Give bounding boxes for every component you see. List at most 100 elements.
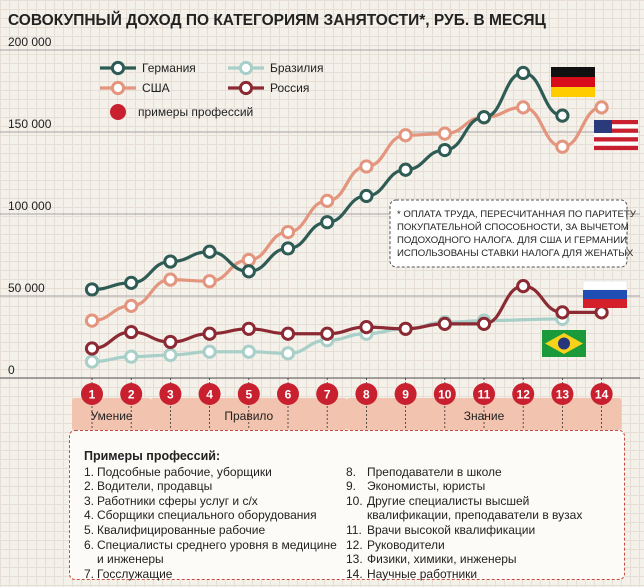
example-number: 2. <box>84 479 95 494</box>
data-point <box>398 321 413 336</box>
y-tick-label: 200 000 <box>8 35 52 49</box>
legend: Германия Бразилия США Россия примеры професс… <box>100 60 324 120</box>
category-marker <box>159 383 182 405</box>
flag-russia-stripe <box>583 299 627 308</box>
data-point <box>124 324 139 340</box>
example-text: Научные работники <box>367 566 478 581</box>
data-point <box>359 159 374 174</box>
category-number: 4 <box>206 388 213 402</box>
example-number: 10. <box>346 493 363 508</box>
example-item: 3. Работники сферы услуг и с/х <box>84 494 346 509</box>
category-number: 12 <box>517 388 531 402</box>
flag-usa-stripe <box>594 145 638 151</box>
category-marker <box>512 383 535 405</box>
y-axis: 0 50 000 100 000 150 000 200 000 <box>0 35 640 379</box>
example-number: 9. <box>346 479 357 494</box>
legend-label: Германия <box>142 61 196 75</box>
data-point <box>437 316 452 331</box>
flag-germany-stripe <box>551 67 595 77</box>
example-number: 11. <box>346 522 362 537</box>
footnote-line: ПОДОХОДНОГО НАЛОГА. ДЛЯ США И ГЕРМАНИИ <box>397 235 627 246</box>
category-marker <box>316 383 339 405</box>
example-item: 2. Водители, продавцы <box>84 479 346 494</box>
data-point <box>84 354 100 369</box>
example-item: 8. Преподаватели в школе <box>346 465 608 480</box>
category-marker <box>355 383 378 405</box>
data-point <box>163 254 178 269</box>
flag-russia-stripe <box>582 280 628 291</box>
data-point <box>241 321 256 336</box>
example-text: Физики, химики, инженеры <box>367 552 517 567</box>
examples-left-column: 1. Подсобные рабочие, уборщики 2. Водители,… <box>84 465 346 582</box>
category-marker <box>473 383 495 405</box>
example-text: Работники сферы услуг и с/х <box>97 493 258 508</box>
data-point <box>476 110 492 125</box>
data-point <box>241 344 256 359</box>
category-number: 8 <box>363 388 370 402</box>
plot-area <box>84 65 609 369</box>
data-point <box>202 244 217 259</box>
flag-usa-canton <box>594 120 612 133</box>
data-point <box>398 128 413 143</box>
example-number: 12. <box>346 537 363 552</box>
data-point <box>124 275 139 290</box>
example-number: 7. <box>84 566 95 581</box>
chart-title: СОВОКУПНЫЙ ДОХОД ПО КАТЕГОРИЯМ ЗАНЯТОСТИ… <box>8 11 547 29</box>
data-point <box>555 305 570 320</box>
data-point <box>163 334 178 350</box>
flag-usa-stripe <box>594 137 638 142</box>
y-tick-label: 50 000 <box>8 281 45 295</box>
category-marker <box>120 383 143 405</box>
footnote-line: ИСПОЛЬЗОВАНЫ СТАВКИ НАЛОГА ДЛЯ ЖЕНАТЫХ <box>397 248 634 259</box>
data-point <box>124 298 139 313</box>
data-point <box>437 126 452 141</box>
category-marker <box>394 383 417 405</box>
data-point <box>280 241 296 256</box>
flag-usa-stripe <box>594 120 638 125</box>
example-item: 4. Сборщики специального оборудования <box>84 508 346 523</box>
category-marker <box>590 383 613 405</box>
footnote-line: ПОКУПАТЕЛЬНОЙ СПОСОБНОСТИ, ЗА ВЫЧЕТОМ <box>397 221 629 233</box>
example-text: Экономисты, юристы <box>367 479 486 494</box>
footnote: * ОПЛАТА ТРУДА, ПЕРЕСЧИТАННАЯ ПО ПАРИТЕТ… <box>389 199 637 268</box>
y-tick-label: 150 000 <box>8 117 52 131</box>
legend-label: примеры профессий <box>138 105 253 119</box>
flag-russia-stripe <box>583 290 627 299</box>
category-number: 5 <box>245 388 252 402</box>
category-number: 1 <box>89 388 96 402</box>
flag-usa-stripe <box>594 124 638 129</box>
data-point <box>202 344 217 359</box>
data-point <box>320 193 335 208</box>
example-text: Руководители <box>367 537 445 552</box>
data-point <box>398 162 413 177</box>
data-point <box>516 65 531 81</box>
data-point <box>359 188 374 204</box>
category-number: 13 <box>556 388 570 402</box>
example-number: 5. <box>84 522 95 537</box>
example-item: 11. Врачи высокой квалификации <box>346 523 608 538</box>
legend-marker <box>238 60 254 76</box>
example-item: 12. Руководители <box>346 538 608 553</box>
data-point <box>84 313 100 328</box>
data-point <box>320 326 335 341</box>
data-point <box>163 272 178 287</box>
example-number: 6. <box>84 537 95 552</box>
category-number: 3 <box>167 388 174 402</box>
examples-title: Примеры профессий: <box>84 449 221 463</box>
category-marker <box>237 383 260 405</box>
examples-right-column: 8. Преподаватели в школе 9. Экономисты, юри… <box>346 465 608 582</box>
example-item: 9. Экономисты, юристы <box>346 479 608 494</box>
flag-usa-stripe <box>594 128 638 133</box>
category-number: 11 <box>478 388 491 402</box>
category-marker <box>277 383 299 405</box>
flag-usa-stripe <box>594 141 638 146</box>
example-item: 10. Другие специалисты высшей квалификаци… <box>346 494 608 523</box>
footnote-box <box>389 199 628 268</box>
data-point <box>202 274 217 289</box>
legend-marker <box>238 80 254 96</box>
legend-label: США <box>142 81 170 95</box>
example-text: Врачи высокой квалификации <box>367 522 536 537</box>
example-number: 13. <box>346 552 363 567</box>
data-point <box>359 320 374 335</box>
example-item: 6. Специалисты среднего уровня в медицине… <box>84 538 346 567</box>
